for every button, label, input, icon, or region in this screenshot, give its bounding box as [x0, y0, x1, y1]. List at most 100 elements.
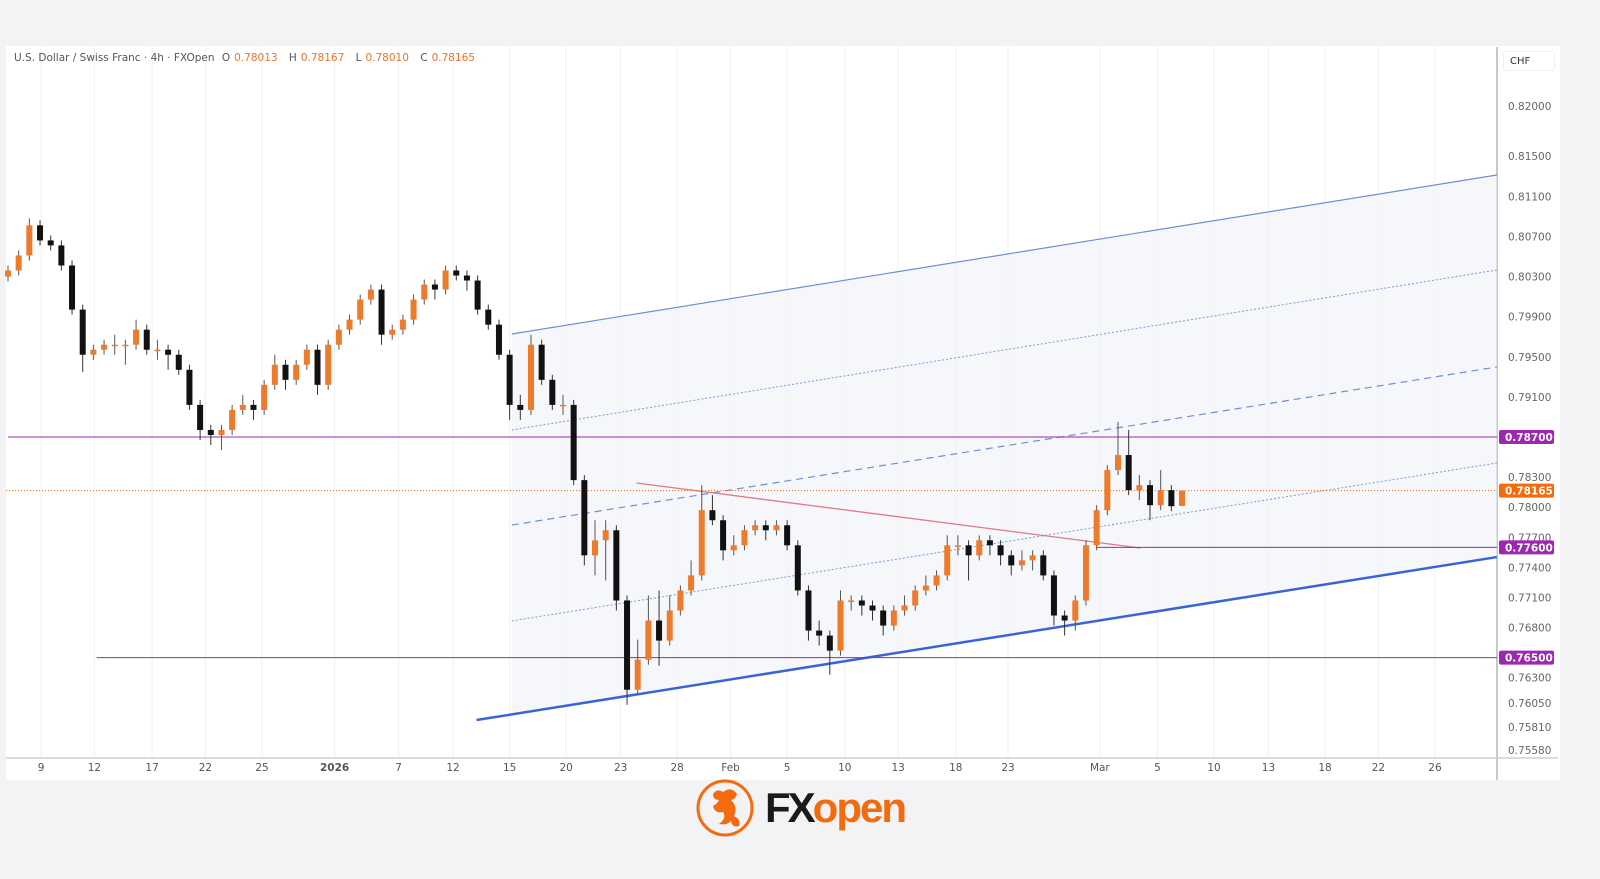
candle: [1018, 550, 1025, 571]
candle: [837, 590, 844, 656]
candle: [965, 540, 972, 581]
descending-trendline: [636, 482, 1141, 549]
time-tick-label: 23: [614, 762, 627, 774]
candle: [634, 639, 641, 695]
candle-body: [271, 364, 278, 385]
channel-middle-dashed-line: [511, 366, 1497, 526]
candle-body: [997, 545, 1004, 556]
candle-body: [688, 575, 695, 591]
candle: [688, 560, 695, 596]
candle-body: [186, 369, 193, 405]
candle-body: [207, 429, 214, 435]
candle: [133, 319, 140, 350]
candle-body: [1179, 490, 1186, 506]
channel-lower-support-line: [476, 555, 1498, 722]
candle: [442, 265, 449, 295]
candle: [592, 520, 599, 576]
candle: [858, 595, 865, 616]
channel-upper-line: [511, 174, 1497, 335]
candle-body: [645, 620, 652, 660]
candle-body: [101, 344, 108, 350]
time-tick-label: 13: [1262, 762, 1275, 774]
candle: [69, 260, 76, 315]
level-price-tag-background: [1499, 650, 1554, 665]
candle-body: [1008, 555, 1015, 566]
time-tick-label: 20: [560, 762, 573, 774]
candle-body: [517, 404, 524, 410]
candle-body: [826, 635, 833, 651]
ohlc-high: H 0.78167: [288, 52, 345, 64]
candle-body: [367, 289, 374, 300]
price-tick-label: 0.75580: [1508, 745, 1551, 757]
logo-text-open: open: [812, 784, 907, 831]
candle: [389, 324, 396, 340]
candle-body: [218, 429, 225, 435]
price-tick-label: 0.79500: [1508, 352, 1551, 364]
candle-body: [933, 575, 940, 586]
candle-body: [314, 349, 321, 385]
candle: [826, 630, 833, 675]
candle: [37, 220, 44, 246]
candle-body: [143, 329, 150, 350]
level-price-tag: 0.77600: [1505, 542, 1553, 554]
candle-body: [1050, 575, 1057, 616]
candle-body: [922, 585, 929, 591]
candle: [730, 535, 737, 556]
candle-body: [175, 354, 182, 370]
candle-body: [335, 329, 342, 345]
candle-body: [293, 364, 300, 380]
time-tick-label: 13: [891, 762, 904, 774]
candle-body: [1136, 485, 1143, 491]
candle-body: [602, 530, 609, 541]
time-tick-label: 10: [838, 762, 851, 774]
candle-body: [976, 540, 983, 556]
candle-body: [229, 409, 236, 430]
candle-body: [485, 309, 492, 325]
candle-body: [463, 275, 470, 281]
candle-body: [1168, 490, 1175, 507]
candle: [1114, 421, 1121, 476]
time-tick-label: 26: [1428, 762, 1442, 774]
currency-button[interactable]: CHF: [1503, 51, 1555, 71]
time-tick-label: 15: [503, 762, 516, 774]
candle-body: [474, 280, 481, 310]
candle: [122, 339, 129, 365]
candle: [912, 585, 919, 611]
candle: [954, 535, 961, 556]
candle-body: [346, 319, 353, 330]
price-tick-label: 0.78300: [1508, 472, 1551, 484]
candle: [773, 520, 780, 536]
candle-body: [912, 590, 919, 606]
price-tick-label: 0.81500: [1508, 151, 1551, 163]
candle-body: [794, 545, 801, 591]
candle: [527, 334, 534, 415]
candle: [378, 284, 385, 345]
time-tick-label: 7: [395, 762, 402, 774]
candle: [986, 535, 993, 556]
level-price-tag: 0.78700: [1505, 432, 1553, 444]
candle: [784, 520, 791, 551]
candle-body: [282, 364, 289, 380]
candle-body: [165, 349, 172, 355]
candle: [271, 354, 278, 390]
candle: [154, 339, 161, 360]
candle-body: [37, 225, 44, 241]
level-price-tag-background: [1499, 540, 1554, 555]
candle: [645, 595, 652, 665]
bull-emblem-icon: [696, 779, 754, 837]
candle-body: [506, 354, 513, 405]
candle: [762, 520, 769, 541]
candle-body: [15, 255, 22, 271]
candle-body: [570, 404, 577, 481]
time-tick-label: 18: [949, 762, 962, 774]
candle: [890, 605, 897, 631]
candle-body: [869, 605, 876, 611]
time-tick-label: Mar: [1090, 762, 1110, 774]
candle-body: [741, 530, 748, 546]
candle-body: [58, 245, 65, 266]
candle: [5, 265, 11, 282]
candle: [165, 344, 172, 370]
candle-body: [527, 344, 534, 410]
candle: [613, 525, 620, 611]
